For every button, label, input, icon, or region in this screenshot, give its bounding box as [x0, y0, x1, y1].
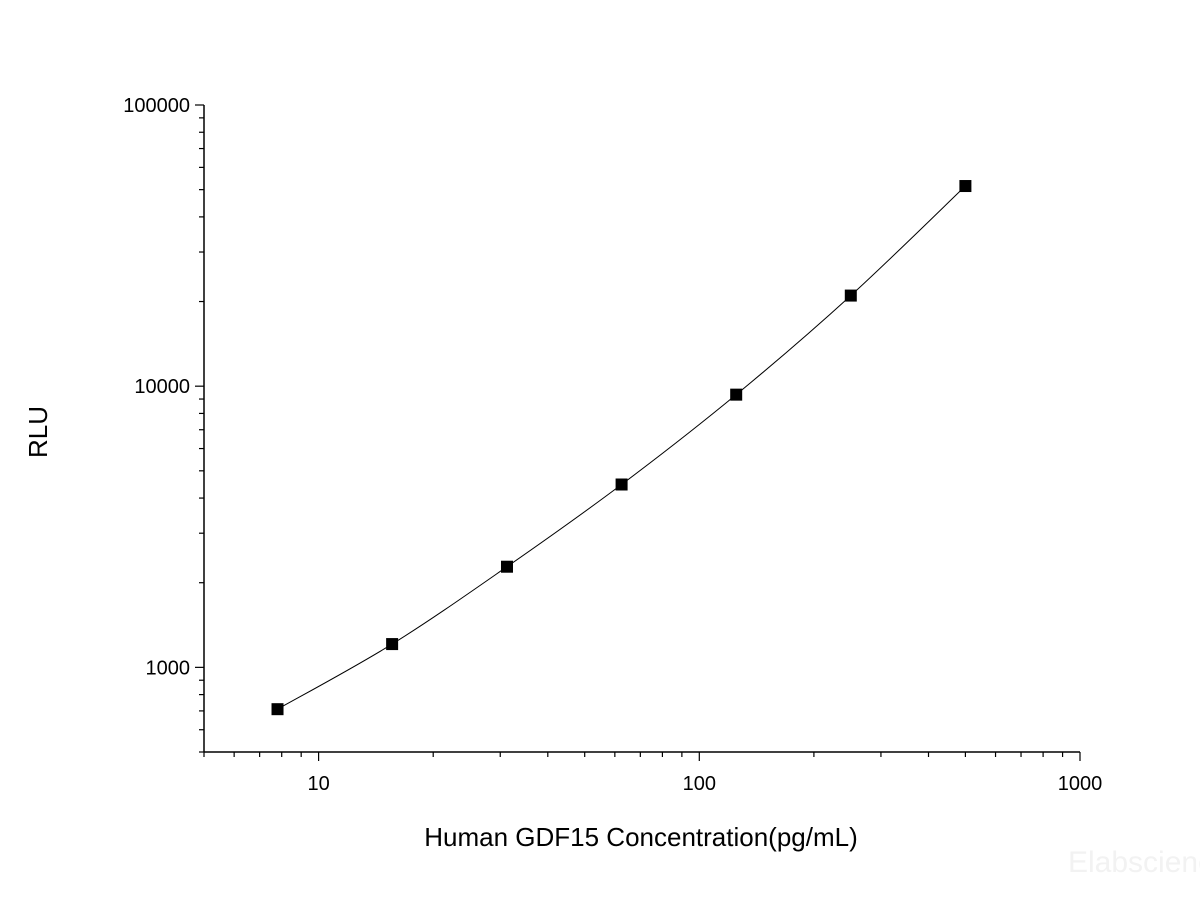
watermark: Elabscience [1068, 846, 1200, 879]
y-axis-title: RLU [23, 406, 53, 458]
y-tick-label: 1000 [146, 657, 191, 679]
data-point [959, 180, 972, 193]
x-tick-label: 10 [307, 773, 329, 795]
data-point [730, 388, 743, 401]
x-tick-label: 100 [683, 773, 716, 795]
data-point [615, 478, 628, 491]
y-tick-label: 100000 [123, 95, 190, 117]
data-point [500, 560, 513, 573]
y-tick-label: 10000 [134, 376, 190, 398]
data-point [271, 703, 284, 716]
axes: 10 100 1000 1000 10000 100000 [123, 95, 1102, 795]
x-axis-title: Human GDF15 Concentration(pg/mL) [424, 822, 858, 852]
x-tick-label: 1000 [1058, 773, 1103, 795]
fitted-curve [277, 185, 966, 710]
data-points [271, 180, 972, 716]
data-point [386, 638, 399, 651]
data-point [844, 289, 857, 302]
